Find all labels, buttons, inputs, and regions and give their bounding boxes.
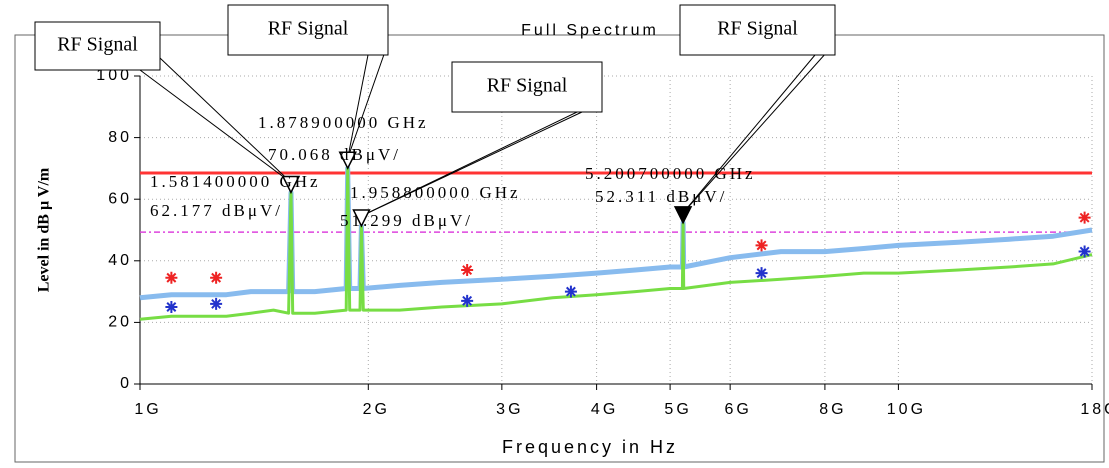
peak-frequency: 1.958800000 GHz (350, 183, 521, 202)
y-tick-label: 40 (108, 252, 132, 269)
peak-marker (281, 175, 301, 195)
callout-text: RF Signal (57, 34, 138, 56)
callout-box (227, 4, 389, 56)
star-marker (755, 267, 768, 280)
callout-pointer (347, 42, 389, 159)
callout-box (679, 4, 836, 56)
callout-pointer (682, 54, 816, 214)
callout-box (34, 21, 161, 71)
y-tick-label: 100 (96, 67, 132, 84)
peak-level: 51.299 dBμV/ (340, 211, 473, 230)
x-tick-label: 3G (496, 401, 523, 418)
star-marker (165, 271, 178, 284)
peak-marker (673, 206, 693, 225)
y-tick-label: 80 (108, 129, 132, 146)
callout-text: RF Signal (487, 75, 568, 97)
callout-pointer (139, 69, 292, 183)
star-marker (1078, 245, 1091, 258)
x-tick-label: 5G (664, 401, 691, 418)
star-marker (461, 264, 474, 277)
peak-frequency: 1.878900000 GHz (258, 113, 429, 132)
x-tick-label: 6G (724, 401, 751, 418)
trace (139, 166, 1093, 321)
peak-level: 62.177 dBμV/ (150, 201, 283, 220)
y-tick-label: 20 (108, 314, 132, 331)
star-marker (461, 294, 474, 307)
star-marker (564, 285, 577, 298)
frame (14, 34, 1105, 463)
callout-pointer (361, 99, 603, 217)
x-tick-label: 2G (363, 401, 390, 418)
x-tick-label: 1G (134, 401, 161, 418)
trace (139, 165, 1093, 301)
peak-level: 70.068 dBμV/ (268, 145, 401, 164)
star-marker (1078, 211, 1091, 224)
peak-level: 52.311 dBμV/ (595, 187, 727, 206)
star-marker (165, 301, 178, 313)
x-tick-label: 4G (591, 401, 618, 418)
peak-frequency: 1.581400000 GHz (150, 172, 321, 191)
callout-pointer (159, 57, 292, 183)
callout-text: RF Signal (717, 18, 798, 40)
peak-marker (352, 209, 371, 228)
x-tick-label: 10G (887, 401, 926, 418)
x-tick-label: 8G (819, 401, 846, 418)
callout-box (451, 61, 603, 113)
x-axis-label: Frequency in Hz (502, 437, 678, 457)
y-axis-label: Level in dB µ V/m (36, 167, 53, 292)
star-marker (755, 239, 768, 252)
callout-pointer (347, 54, 369, 159)
star-marker (210, 297, 223, 310)
peak-marker (338, 151, 357, 170)
callout-pointer (682, 42, 836, 214)
star-marker (210, 271, 223, 284)
x-tick-label: 18G (1080, 401, 1109, 418)
y-tick-label: 60 (108, 190, 132, 207)
peak-frequency: 5.200700000 GHz (585, 164, 756, 183)
callout-text: RF Signal (268, 18, 349, 40)
y-tick-label: 0 (120, 375, 132, 392)
chart-title: Full Spectrum (521, 22, 659, 39)
